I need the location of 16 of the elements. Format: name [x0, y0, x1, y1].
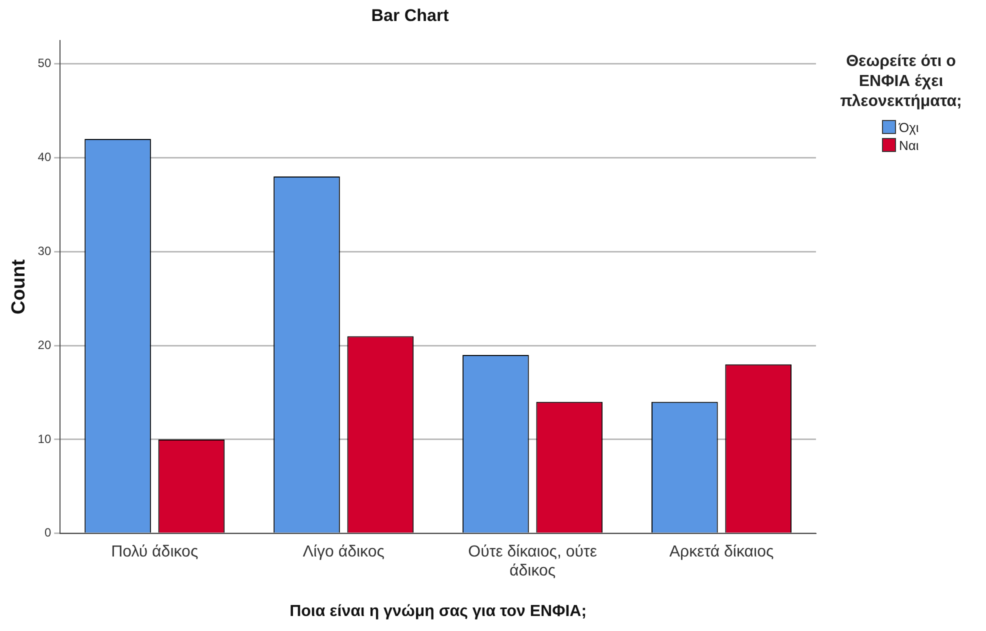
y-tick-label: 20: [38, 338, 52, 352]
x-tick-label: Λίγο άδικος: [302, 543, 385, 560]
y-tick-label: 50: [38, 56, 52, 70]
x-tick-label: Ούτε δίκαιος, ούτε άδικος: [468, 543, 597, 580]
y-tick-label: 40: [38, 150, 52, 164]
y-axis-title: Count: [8, 258, 30, 314]
legend-label: Όχι: [899, 120, 919, 134]
y-tick-label: 0: [44, 526, 52, 540]
x-axis-title: Ποια είναι η γνώμη σας για τον ΕΝΦΙΑ;: [290, 602, 587, 620]
chart-title: Bar Chart: [371, 6, 450, 25]
x-tick-label: Αρκετά δίκαιος: [669, 543, 774, 560]
legend-title: Θεωρείτε ότι ο ΕΝΦΙΑ έχει πλεονεκτήματα;: [839, 52, 963, 112]
y-tick-label: 10: [38, 432, 52, 446]
y-tick-label: 30: [38, 244, 52, 258]
x-tick-label: Πολύ άδικος: [111, 543, 198, 560]
legend-label: Ναι: [899, 138, 919, 152]
